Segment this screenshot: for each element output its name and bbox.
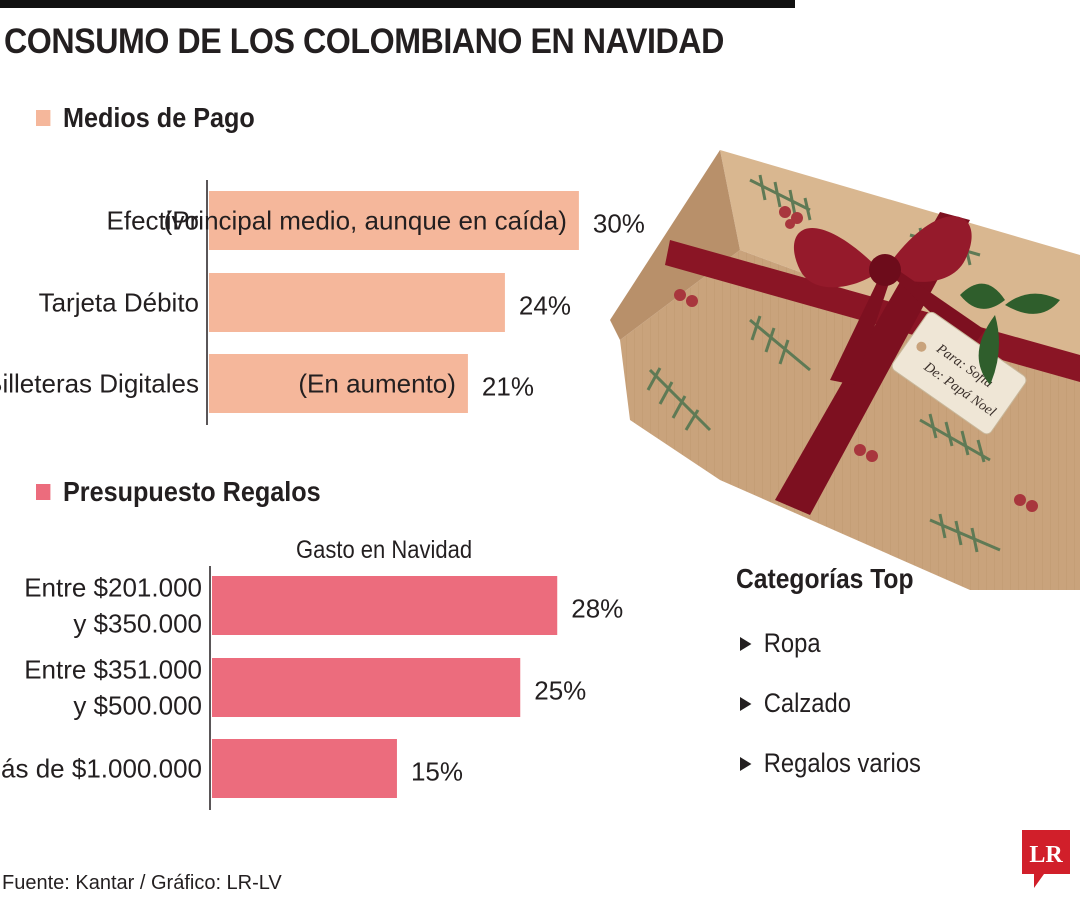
categoria-label: Regalos varios bbox=[763, 748, 921, 778]
data-label: 21% bbox=[482, 372, 534, 402]
categorias-list: Ropa Calzado Regalos varios bbox=[740, 628, 946, 808]
pago-legend-swatch bbox=[36, 110, 51, 126]
bar bbox=[209, 273, 505, 332]
section-regalos-label: Presupuesto Regalos bbox=[63, 476, 321, 507]
pine-branch-icons bbox=[646, 174, 1001, 553]
list-item: Calzado bbox=[740, 688, 921, 748]
data-label: 25% bbox=[534, 676, 586, 706]
top-rule bbox=[0, 0, 795, 8]
bullet-triangle-icon bbox=[740, 697, 752, 711]
bullet-triangle-icon bbox=[740, 637, 752, 651]
data-label: 28% bbox=[571, 594, 623, 624]
lr-logo: LR bbox=[1022, 830, 1070, 888]
category-label: Más de $1.000.000 bbox=[0, 754, 202, 784]
data-label: 15% bbox=[411, 757, 463, 787]
data-label: 24% bbox=[519, 291, 571, 321]
category-label: Tarjeta Débito bbox=[39, 288, 199, 318]
bullet-triangle-icon bbox=[740, 757, 752, 771]
category-label: Entre $201.000 bbox=[24, 573, 202, 603]
bar-annotation: (Principal medio, aunque en caída) bbox=[164, 206, 567, 236]
berry-icons bbox=[674, 206, 1038, 512]
list-item: Regalos varios bbox=[740, 748, 921, 808]
categoria-label: Calzado bbox=[763, 688, 851, 718]
regalos-legend-swatch bbox=[36, 484, 51, 500]
category-label: y $500.000 bbox=[73, 691, 202, 721]
svg-text:LR: LR bbox=[1029, 842, 1063, 868]
list-item: Ropa bbox=[740, 628, 921, 688]
source-credit: Fuente: Kantar / Gráfico: LR-LV bbox=[2, 872, 282, 894]
bar bbox=[209, 354, 468, 413]
holly-leaf-icons bbox=[960, 283, 1060, 385]
page-title: CONSUMO DE LOS COLOMBIANO EN NAVIDAD bbox=[4, 22, 724, 61]
bar bbox=[212, 739, 397, 798]
bar-annotation: (En aumento) bbox=[298, 369, 456, 399]
section-pago-header: Medios de Pago bbox=[36, 102, 255, 134]
category-label: y $350.000 bbox=[73, 609, 202, 639]
gift-box-illustration: Para: Sofía De: Papá Noel bbox=[610, 150, 1080, 590]
regalos-sublabel: Gasto en Navidad bbox=[296, 536, 473, 564]
section-regalos-header: Presupuesto Regalos bbox=[36, 476, 321, 508]
section-pago-label: Medios de Pago bbox=[63, 102, 255, 133]
bar bbox=[212, 658, 521, 717]
category-label: Entre $351.000 bbox=[24, 655, 202, 685]
category-label: Billeteras Digitales bbox=[0, 369, 199, 399]
bar-charts: Efectivo 30% (Principal medio, aunque en c… bbox=[0, 180, 645, 810]
bar bbox=[212, 576, 558, 635]
categoria-label: Ropa bbox=[763, 628, 821, 658]
categorias-title: Categorías Top bbox=[736, 563, 914, 594]
bar bbox=[209, 191, 579, 250]
category-label: Efectivo bbox=[107, 206, 200, 236]
data-label: 30% bbox=[593, 209, 645, 239]
